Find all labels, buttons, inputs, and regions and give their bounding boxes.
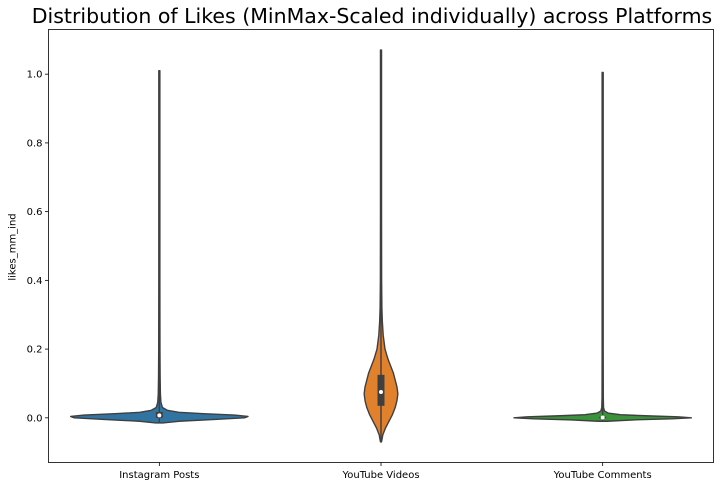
violins-group xyxy=(69,49,693,443)
y-tick-label: 0.4 xyxy=(27,276,43,287)
y-tick-label: 0.0 xyxy=(27,413,43,424)
x-tick-label: YouTube Videos xyxy=(341,470,419,481)
y-tick-label: 0.8 xyxy=(27,138,43,149)
x-tick-label: YouTube Comments xyxy=(553,470,652,481)
x-axis-ticks: Instagram Posts YouTube Videos YouTube Com… xyxy=(119,462,652,481)
y-axis-label: likes_mm_ind xyxy=(8,213,19,280)
violin-median-3 xyxy=(600,415,605,420)
chart-title: Distribution of Likes (MinMax-Scaled ind… xyxy=(32,4,712,28)
violin-median-1 xyxy=(157,413,162,418)
y-tick-label: 0.6 xyxy=(27,207,43,218)
y-axis-ticks: 0.0 0.2 0.4 0.6 0.8 1.0 xyxy=(27,70,49,424)
y-tick-label: 1.0 xyxy=(27,70,43,81)
x-tick-label: Instagram Posts xyxy=(119,470,199,481)
y-tick-label: 0.2 xyxy=(27,345,43,356)
violin-median-2 xyxy=(379,390,383,395)
plot-frame xyxy=(48,29,714,463)
